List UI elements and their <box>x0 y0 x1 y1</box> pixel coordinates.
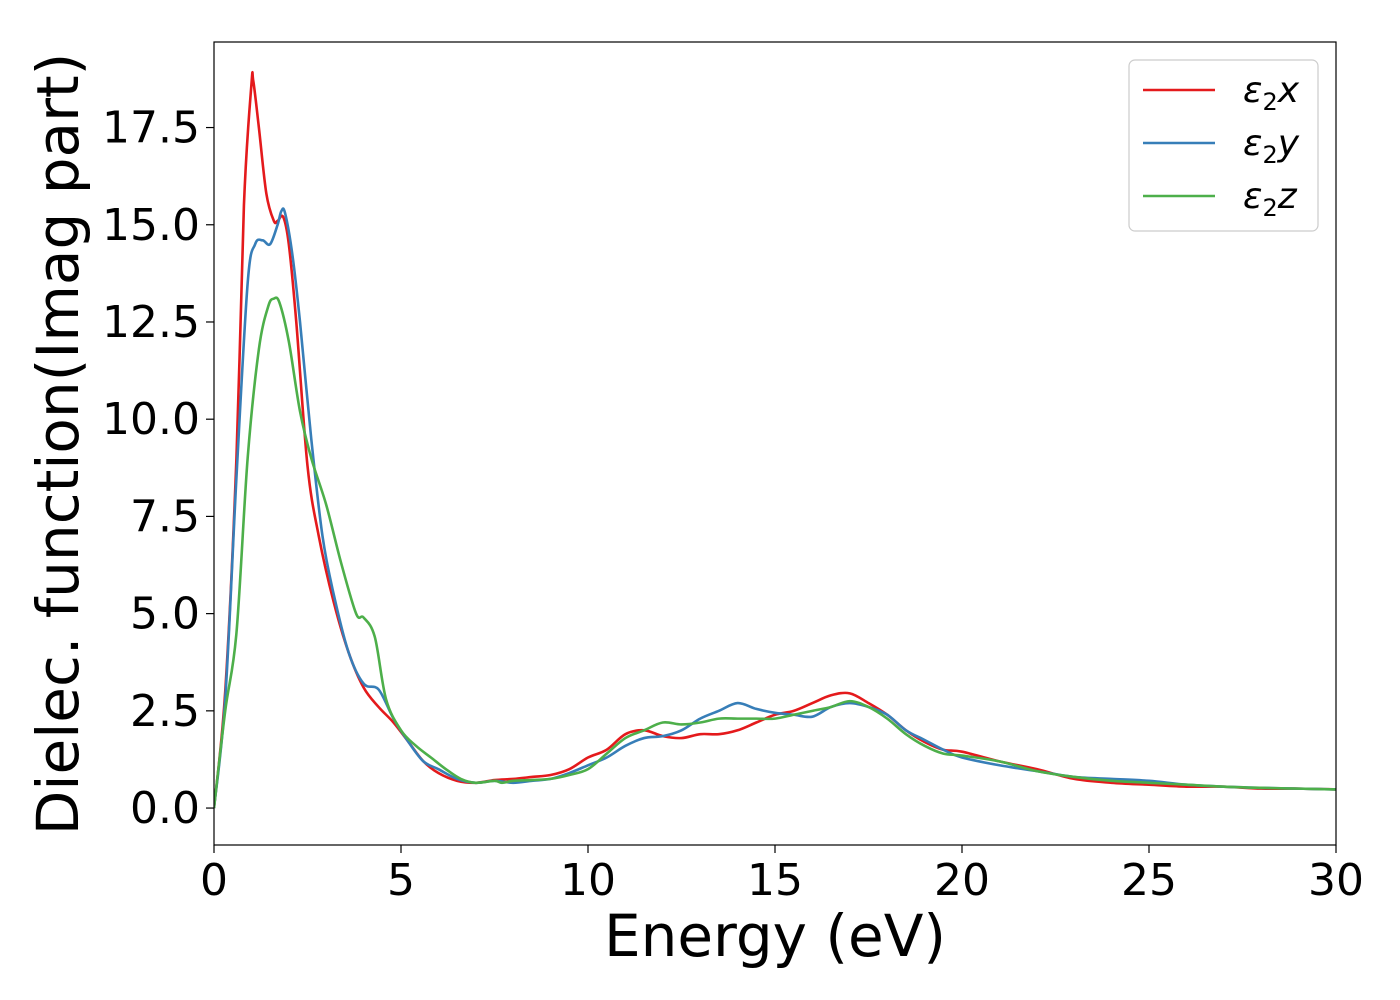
legend-label-subscript: 2 <box>1262 88 1277 116</box>
y-axis: 0.0 2.5 5.0 7.5 10.0 12.5 15.0 17.5 <box>102 103 214 834</box>
legend-label-z: ε2z <box>1243 176 1298 222</box>
legend-label-base: ε <box>1243 176 1262 217</box>
y-tick-label: 12.5 <box>102 297 200 348</box>
x-tick-label: 15 <box>747 855 803 906</box>
y-tick-label: 17.5 <box>102 103 200 154</box>
series-line-z <box>214 296 1336 809</box>
legend-label-base: ε <box>1243 123 1262 164</box>
series-line-x <box>214 71 1336 809</box>
y-tick-label: 15.0 <box>102 200 200 251</box>
y-tick-label: 0.0 <box>130 783 200 834</box>
legend-box <box>1128 59 1319 232</box>
legend-label-axis: y <box>1277 123 1300 164</box>
legend-label-axis: z <box>1277 176 1298 217</box>
y-axis-label: Dielec. function(Imag part) <box>24 53 92 836</box>
legend-label-x: ε2x <box>1243 70 1300 116</box>
x-tick-label: 30 <box>1308 855 1364 906</box>
x-tick-label: 10 <box>560 855 616 906</box>
x-axis: 0 5 10 15 20 25 30 <box>200 845 1364 906</box>
y-tick-label: 5.0 <box>130 589 200 640</box>
legend-label-base: ε <box>1243 70 1262 111</box>
legend-label-y: ε2y <box>1243 123 1300 169</box>
legend-label-subscript: 2 <box>1262 141 1277 169</box>
y-tick-label: 2.5 <box>130 686 200 737</box>
series-line-y <box>214 207 1336 809</box>
legend-label-subscript: 2 <box>1262 194 1277 222</box>
y-tick-label: 10.0 <box>102 394 200 445</box>
x-tick-label: 0 <box>200 855 228 906</box>
x-tick-label: 20 <box>934 855 990 906</box>
x-tick-label: 25 <box>1121 855 1177 906</box>
x-tick-label: 5 <box>387 855 415 906</box>
x-axis-label: Energy (eV) <box>604 902 946 970</box>
legend-label-axis: x <box>1277 70 1300 111</box>
y-tick-label: 7.5 <box>130 491 200 542</box>
series-layer <box>214 71 1336 809</box>
